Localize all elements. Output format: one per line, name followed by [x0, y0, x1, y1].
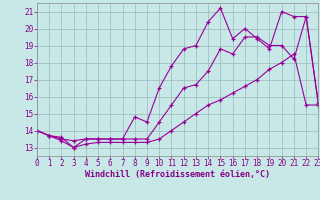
X-axis label: Windchill (Refroidissement éolien,°C): Windchill (Refroidissement éolien,°C) — [85, 170, 270, 179]
